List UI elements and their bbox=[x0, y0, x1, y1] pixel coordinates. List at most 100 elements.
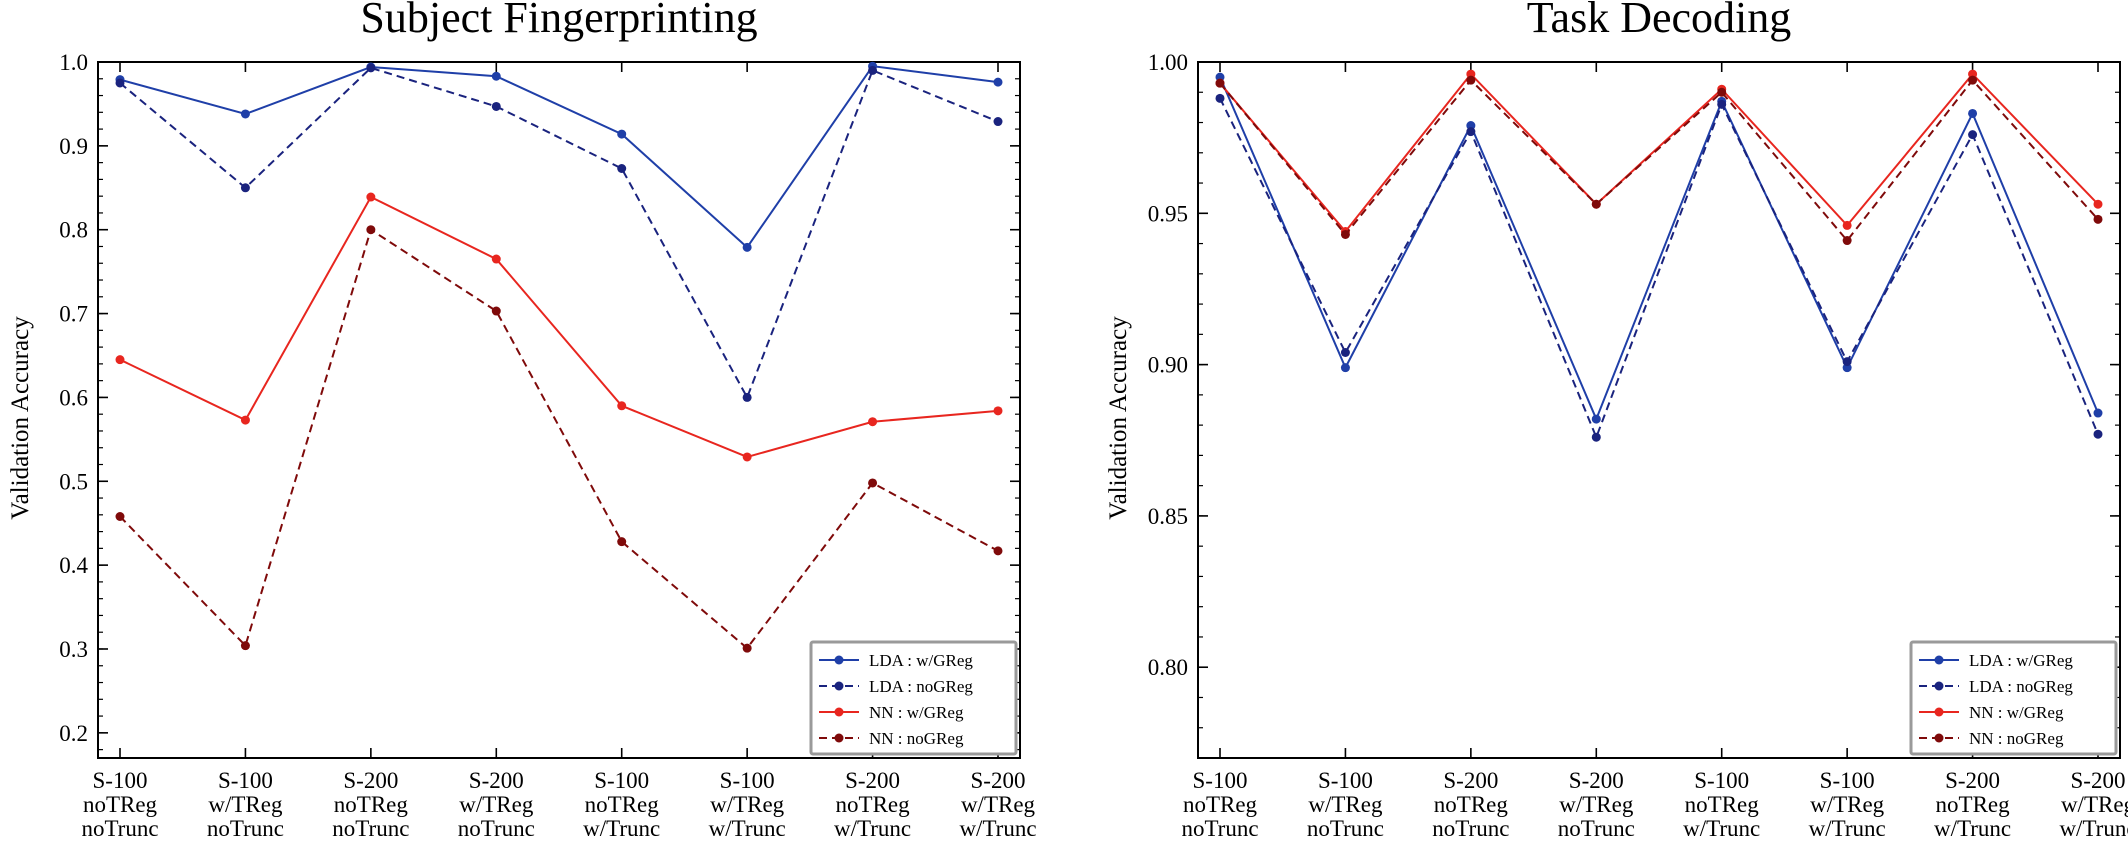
data-point bbox=[115, 78, 125, 88]
y-tick-label: 0.85 bbox=[1148, 504, 1188, 529]
data-point bbox=[993, 546, 1003, 556]
data-point bbox=[868, 417, 878, 427]
x-tick-label: w/TReg bbox=[459, 792, 534, 817]
x-tick-label: S-200 bbox=[2071, 768, 2126, 793]
x-tick-label: w/TReg bbox=[1559, 792, 1634, 817]
data-point bbox=[1968, 108, 1978, 118]
x-tick-label: S-200 bbox=[1569, 768, 1624, 793]
data-point bbox=[1466, 127, 1476, 137]
y-tick-label: 0.5 bbox=[59, 469, 88, 494]
x-tick-label: noTReg bbox=[1183, 792, 1258, 817]
legend-marker bbox=[1934, 655, 1944, 665]
data-point bbox=[742, 242, 752, 252]
data-point bbox=[868, 478, 878, 488]
subject-fingerprinting-panel: Subject Fingerprinting Validation Accurac… bbox=[7, 0, 1037, 841]
data-point bbox=[1591, 432, 1601, 442]
data-point bbox=[1340, 363, 1350, 373]
data-point bbox=[1215, 93, 1225, 103]
y-tick-label: 0.6 bbox=[59, 385, 88, 410]
legend-entry: NN : noGReg bbox=[869, 729, 964, 748]
legend-marker bbox=[1934, 733, 1944, 743]
x-tick-label: w/TReg bbox=[710, 792, 785, 817]
x-tick-label: S-200 bbox=[971, 768, 1026, 793]
y-tick-label: 0.90 bbox=[1148, 353, 1188, 378]
x-tick-label: noTReg bbox=[83, 792, 158, 817]
data-point bbox=[617, 537, 627, 547]
series-line bbox=[1219, 72, 2099, 234]
series-line bbox=[119, 195, 999, 459]
x-tick-label: noTrunc bbox=[1558, 816, 1635, 841]
legend-marker bbox=[834, 733, 844, 743]
data-point bbox=[1842, 236, 1852, 246]
x-tick-label: S-200 bbox=[1443, 768, 1498, 793]
data-point bbox=[617, 401, 627, 411]
series-line bbox=[119, 228, 999, 650]
x-tick-label: w/Trunc bbox=[2059, 816, 2128, 841]
data-point bbox=[491, 254, 501, 264]
x-tick-label: w/Trunc bbox=[1683, 816, 1760, 841]
chart-title: Subject Fingerprinting bbox=[360, 0, 757, 42]
x-tick-label: noTrunc bbox=[81, 816, 158, 841]
task-decoding-panel: Task Decoding Validation Accuracy 0.80 0.85… bbox=[1105, 0, 2128, 841]
y-tick-label: 0.3 bbox=[59, 637, 88, 662]
x-tick-label: w/TReg bbox=[1308, 792, 1383, 817]
x-tick-label: S-200 bbox=[1945, 768, 2000, 793]
legend-entry: NN : w/GReg bbox=[1969, 703, 2064, 722]
data-point bbox=[2093, 199, 2103, 209]
series-line bbox=[1219, 76, 2099, 422]
data-point bbox=[617, 129, 627, 139]
data-point bbox=[491, 306, 501, 316]
data-point bbox=[1842, 357, 1852, 367]
x-tick-label: noTrunc bbox=[1181, 816, 1258, 841]
y-axis-label: Validation Accuracy bbox=[7, 316, 34, 520]
y-tick-label: 0.2 bbox=[59, 721, 88, 746]
data-point bbox=[993, 117, 1003, 127]
legend-marker bbox=[1934, 707, 1944, 717]
x-tick-label: S-100 bbox=[1820, 768, 1875, 793]
data-point bbox=[742, 452, 752, 462]
data-point bbox=[1968, 75, 1978, 85]
x-tick-label: S-100 bbox=[1694, 768, 1749, 793]
x-tick-label: noTrunc bbox=[332, 816, 409, 841]
x-tick-label: w/TReg bbox=[1810, 792, 1885, 817]
y-axis-label: Validation Accuracy bbox=[1105, 316, 1132, 520]
x-tick-label: w/Trunc bbox=[709, 816, 786, 841]
x-tick-label: S-100 bbox=[93, 768, 148, 793]
data-point bbox=[868, 65, 878, 75]
data-point bbox=[1591, 414, 1601, 424]
x-tick-label: S-200 bbox=[845, 768, 900, 793]
data-point bbox=[366, 192, 376, 202]
data-point bbox=[1842, 220, 1852, 230]
x-tick-label: S-100 bbox=[1318, 768, 1373, 793]
x-tick-label: w/Trunc bbox=[583, 816, 660, 841]
data-point bbox=[1717, 99, 1727, 109]
y-tick-label: 0.9 bbox=[59, 134, 88, 159]
y-tick-label: 0.4 bbox=[59, 553, 88, 578]
x-tick-label: w/TReg bbox=[208, 792, 283, 817]
x-tick-label: noTReg bbox=[1434, 792, 1509, 817]
plot-frame bbox=[97, 61, 1021, 759]
data-point bbox=[1340, 348, 1350, 358]
legend-entry: NN : w/GReg bbox=[869, 703, 964, 722]
x-tick-label: S-200 bbox=[343, 768, 398, 793]
series-line bbox=[119, 65, 999, 249]
x-tick-label: noTReg bbox=[585, 792, 660, 817]
y-tick-label: 0.8 bbox=[59, 218, 88, 243]
series-line bbox=[119, 66, 999, 400]
series-line bbox=[1219, 78, 2099, 243]
x-tick-label: w/TReg bbox=[961, 792, 1036, 817]
data-point bbox=[491, 101, 501, 111]
x-tick-label: noTrunc bbox=[458, 816, 535, 841]
y-tick-label: 0.7 bbox=[59, 302, 88, 327]
x-tick-label: noTrunc bbox=[1432, 816, 1509, 841]
legend-box bbox=[809, 640, 1018, 756]
data-point bbox=[993, 406, 1003, 416]
x-tick-label: noTReg bbox=[1936, 792, 2011, 817]
data-point bbox=[115, 511, 125, 521]
data-point bbox=[742, 392, 752, 402]
x-tick-label: w/Trunc bbox=[1809, 816, 1886, 841]
legend-marker bbox=[834, 655, 844, 665]
data-point bbox=[240, 183, 250, 193]
x-tick-label: noTrunc bbox=[1307, 816, 1384, 841]
